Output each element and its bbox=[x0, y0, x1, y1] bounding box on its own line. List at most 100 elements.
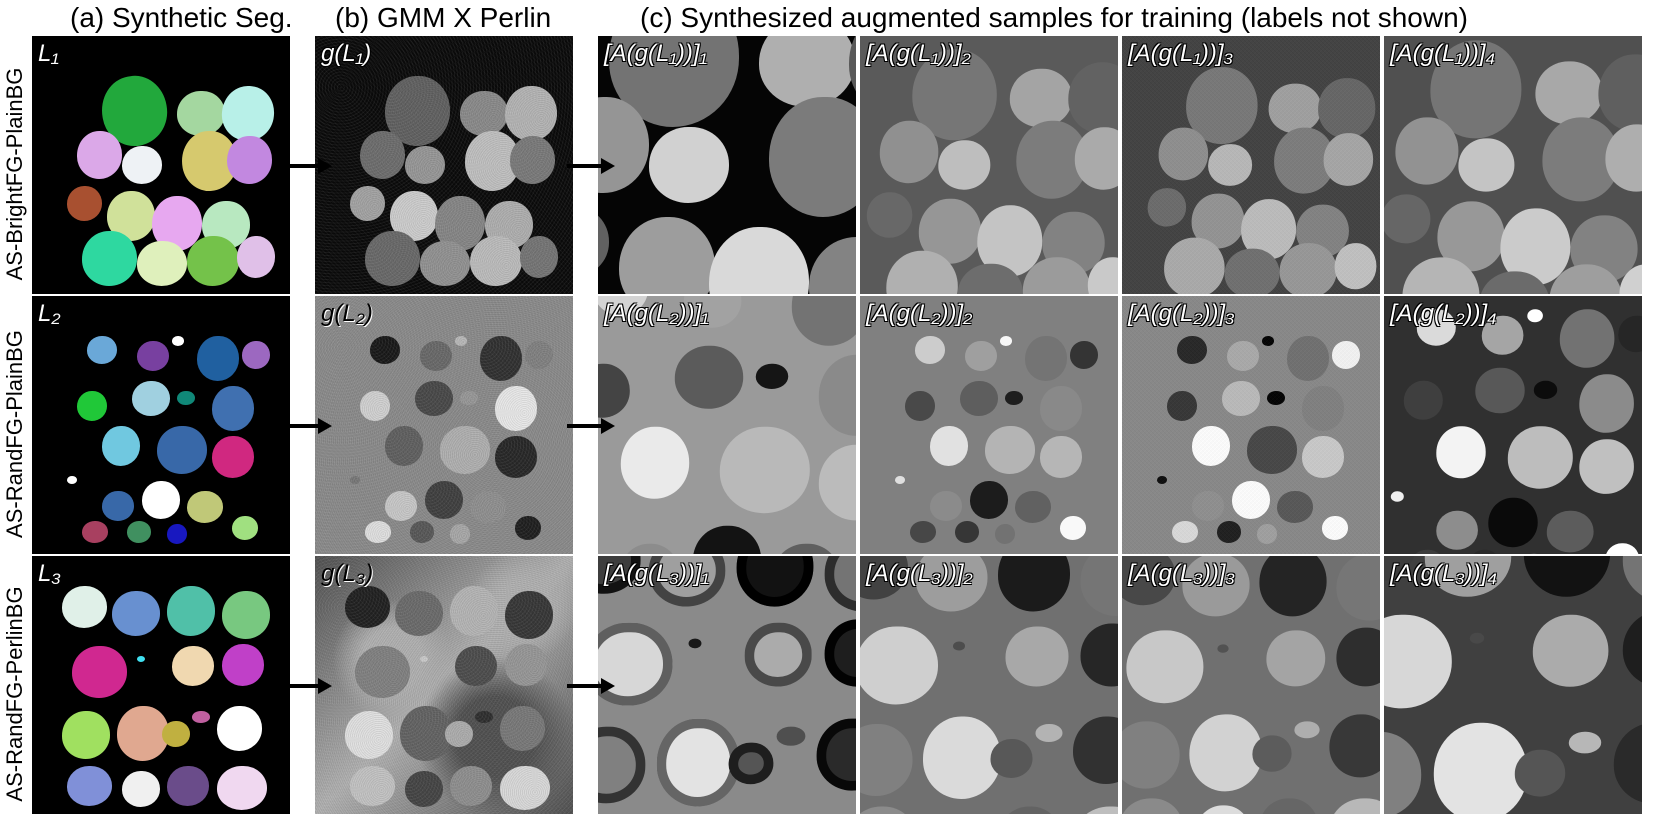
aug-blob bbox=[1524, 556, 1610, 597]
cell-math-label: g(L₂) bbox=[321, 300, 373, 328]
aug-blob bbox=[938, 140, 990, 189]
aug-blob bbox=[598, 364, 630, 418]
aug-blob bbox=[1336, 556, 1380, 621]
aug-transform-wrap bbox=[860, 296, 1118, 554]
seg-blob bbox=[172, 336, 184, 346]
gmm-blob bbox=[445, 721, 473, 747]
cell-math-label: [A(g(L₂))]₁ bbox=[604, 300, 709, 328]
seg-blob bbox=[157, 426, 207, 474]
gmm-blob bbox=[495, 436, 537, 478]
seg-blob bbox=[137, 341, 169, 371]
aug-blob bbox=[1266, 630, 1325, 686]
aug-blob bbox=[910, 521, 936, 543]
cell-augmented: [A(g(L₂))]₃ bbox=[1122, 296, 1380, 554]
figure-container: (a) Synthetic Seg. (b) GMM X Perlin (c) … bbox=[0, 0, 1657, 816]
aug-blob bbox=[860, 807, 916, 815]
aug-blob bbox=[1006, 627, 1069, 687]
seg-blob bbox=[137, 241, 187, 286]
aug-blob bbox=[1534, 381, 1557, 399]
aug-blob bbox=[598, 727, 645, 804]
aug-blob bbox=[745, 623, 812, 687]
gmm-blob bbox=[505, 644, 547, 686]
gmm-blob bbox=[385, 491, 417, 521]
aug-transform-wrap bbox=[1384, 296, 1642, 554]
aug-blob bbox=[1259, 798, 1318, 814]
gmm-blob bbox=[450, 524, 470, 544]
aug-blob bbox=[1073, 717, 1118, 785]
aug-blob bbox=[1384, 615, 1452, 709]
gmm-blob bbox=[360, 391, 390, 421]
seg-blob bbox=[177, 91, 225, 136]
aug-blob bbox=[1508, 426, 1573, 488]
aug-blob bbox=[905, 391, 935, 421]
aug-blob bbox=[953, 642, 965, 651]
aug-blob bbox=[1470, 633, 1484, 644]
aug-blob bbox=[1025, 336, 1067, 381]
aug-blob bbox=[1384, 194, 1430, 243]
aug-blob bbox=[1475, 368, 1524, 414]
gmm-blob bbox=[350, 186, 385, 221]
aug-blob bbox=[737, 556, 814, 607]
gmm-blob bbox=[500, 766, 550, 810]
seg-blob bbox=[77, 131, 122, 179]
gmm-blob bbox=[420, 341, 452, 371]
arrow-icon bbox=[282, 416, 332, 436]
aug-blob bbox=[1036, 724, 1063, 742]
gmm-blob bbox=[410, 521, 434, 543]
seg-blob bbox=[137, 656, 145, 662]
grain-overlay bbox=[1122, 36, 1380, 294]
aug-blob bbox=[1623, 611, 1642, 687]
gmm-blob bbox=[415, 381, 453, 416]
aug-blob bbox=[1598, 54, 1642, 131]
cell-math-label: [A(g(L₃))]₃ bbox=[1128, 560, 1235, 588]
aug-blob bbox=[955, 521, 979, 543]
gmm-blob bbox=[480, 336, 522, 381]
arrow-icon bbox=[282, 676, 332, 696]
aug-blob bbox=[1434, 723, 1528, 814]
aug-blob bbox=[860, 724, 913, 796]
gmm-blob bbox=[450, 766, 492, 806]
cell-augmented: [A(g(L₁))]₄ bbox=[1384, 36, 1642, 294]
aug-blob bbox=[930, 491, 962, 521]
gmm-blob bbox=[420, 656, 428, 662]
cell-augmented: [A(g(L₂))]₄ bbox=[1384, 296, 1642, 554]
aug-blob bbox=[995, 524, 1015, 544]
aug-blob bbox=[880, 121, 939, 183]
seg-blob bbox=[177, 391, 195, 405]
seg-blob bbox=[222, 644, 264, 686]
arrow-icon bbox=[282, 156, 332, 176]
aug-blob bbox=[1469, 550, 1500, 554]
aug-transform-wrap bbox=[860, 556, 1118, 814]
gmm-blob bbox=[470, 491, 506, 523]
aug-blob bbox=[895, 476, 905, 484]
seg-blob bbox=[162, 721, 190, 747]
aug-blob bbox=[1605, 543, 1639, 554]
aug-blob bbox=[1527, 309, 1543, 322]
aug-blob bbox=[1005, 391, 1023, 405]
cell-synthetic-seg: L₂ bbox=[32, 296, 290, 554]
seg-blob bbox=[242, 341, 270, 369]
cell-augmented: [A(g(L₃))]₄ bbox=[1384, 556, 1642, 814]
aug-blob bbox=[1252, 735, 1291, 771]
cell-math-label: [A(g(L₂))]₄ bbox=[1390, 300, 1497, 328]
seg-blob bbox=[220, 84, 277, 143]
seg-blob bbox=[82, 231, 137, 286]
row-label-3: AS-RandFG-PerlinBG bbox=[2, 564, 28, 824]
aug-blob bbox=[1000, 336, 1012, 346]
seg-blob bbox=[67, 186, 102, 221]
aug-blob bbox=[1336, 628, 1380, 687]
cell-math-label: [A(g(L₁))]₂ bbox=[866, 40, 971, 68]
gmm-blob bbox=[355, 646, 410, 698]
seg-blob bbox=[142, 481, 180, 519]
cell-math-label: [A(g(L₁))]₁ bbox=[604, 40, 707, 68]
row-label-1: AS-BrightFG-PlainBG bbox=[2, 44, 28, 304]
seg-blob bbox=[217, 706, 262, 751]
aug-blob bbox=[991, 739, 1033, 778]
aug-blob bbox=[960, 381, 998, 416]
cell-augmented: [A(g(L₃))]₂ bbox=[860, 556, 1118, 814]
aug-blob bbox=[1122, 721, 1180, 788]
seg-blob bbox=[67, 766, 112, 806]
seg-blob bbox=[122, 771, 160, 807]
seg-blob bbox=[187, 491, 223, 523]
aug-transform-wrap bbox=[598, 36, 856, 294]
